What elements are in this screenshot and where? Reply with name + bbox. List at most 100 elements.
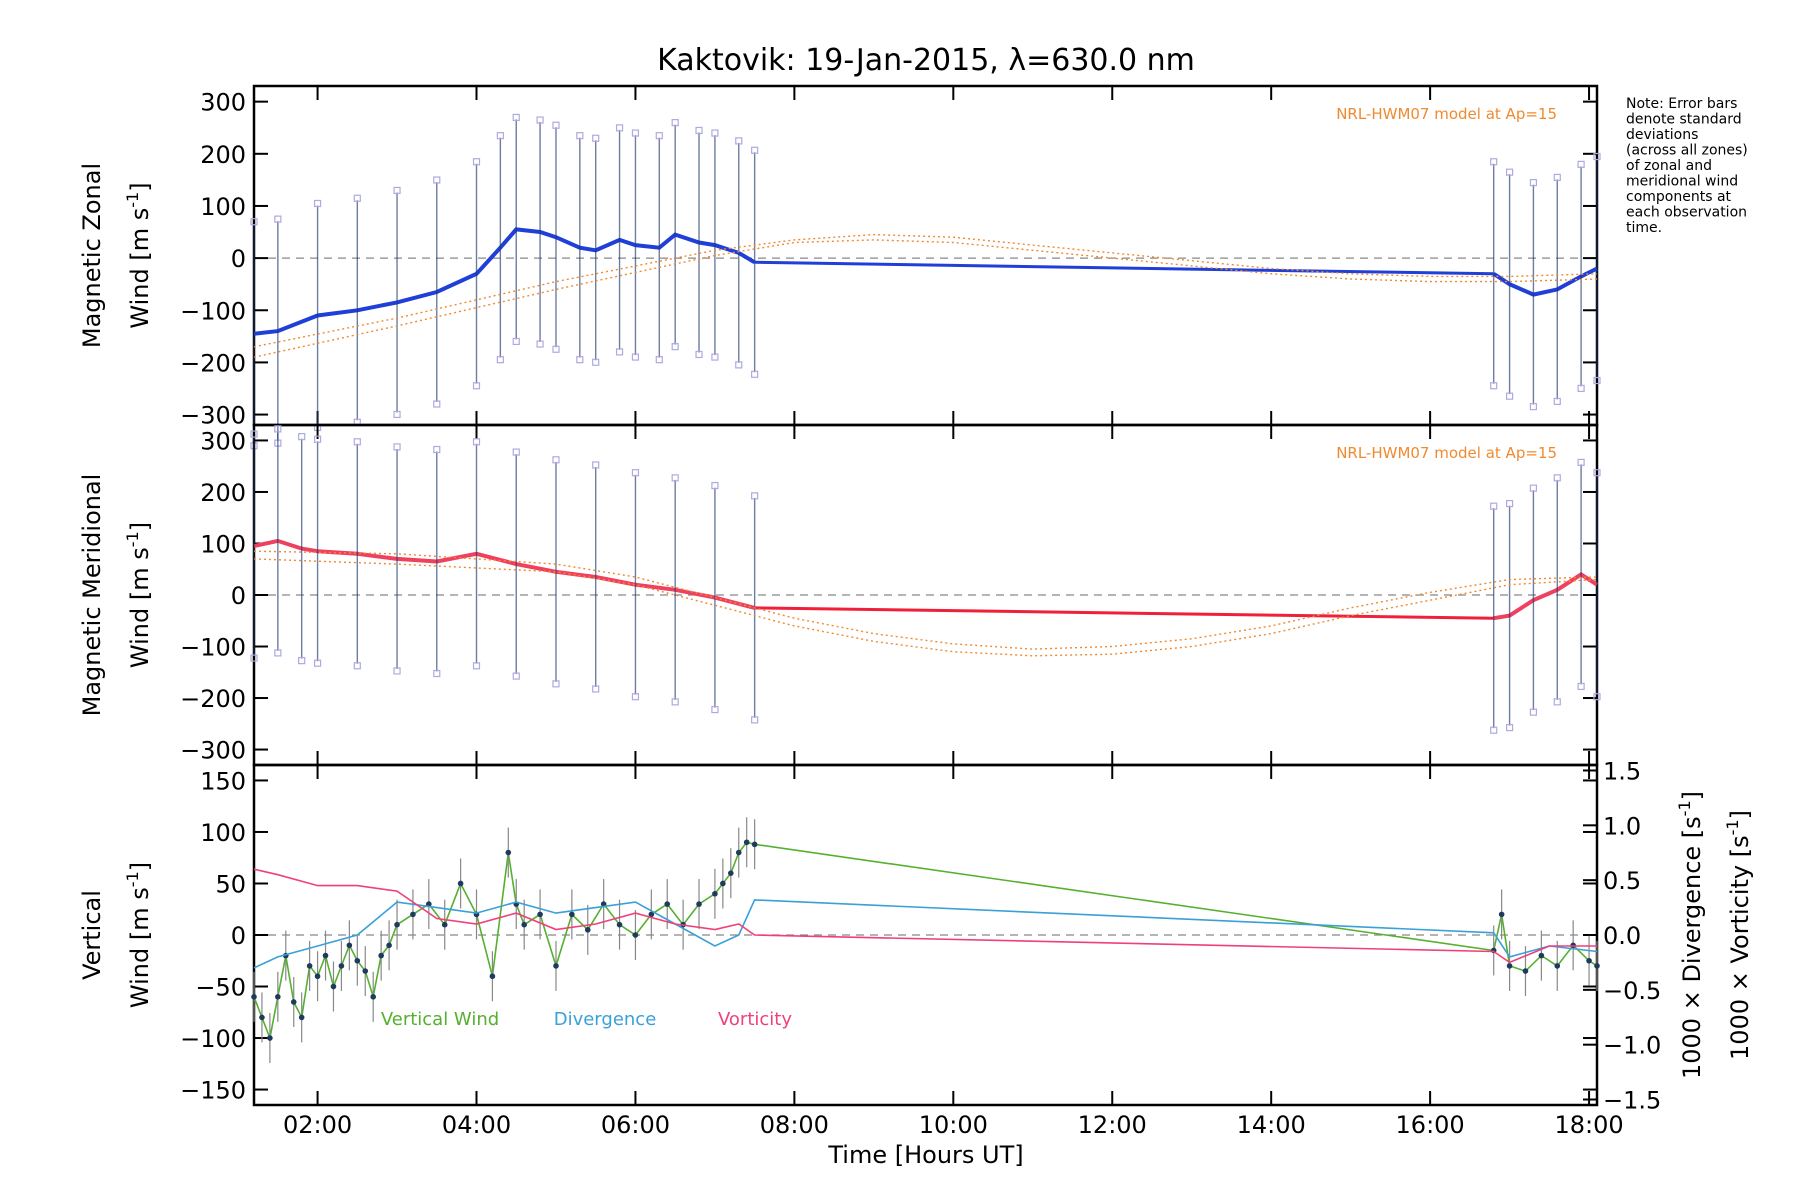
- data-point: [338, 963, 345, 969]
- y-axis-label-line1: Magnetic Zonal: [78, 163, 106, 348]
- data-point: [346, 942, 353, 949]
- obs-marker: [274, 649, 282, 657]
- data-point: [1498, 911, 1505, 918]
- obs-marker: [274, 215, 282, 223]
- data-point: [521, 921, 527, 928]
- data-point: [426, 901, 432, 907]
- data-point: [1586, 957, 1592, 964]
- obs-marker: [576, 132, 584, 140]
- data-point: [616, 921, 623, 928]
- y-axis-label-unit: Wind [m s: [126, 887, 154, 1008]
- obs-marker: [472, 662, 481, 670]
- series-line-model-3: [253, 558, 1598, 657]
- obs-marker: [711, 481, 719, 490]
- obs-marker: [631, 129, 640, 137]
- data-point: [664, 901, 671, 907]
- x-tick-label: 18:00: [1554, 1111, 1623, 1139]
- obs-marker: [1490, 158, 1498, 166]
- obs-marker: [1553, 474, 1561, 482]
- obs-marker: [433, 445, 441, 454]
- y2-tick-label: 1.0: [1603, 812, 1641, 840]
- y2-tick-label: 0.5: [1603, 867, 1641, 895]
- y-tick-label: −300: [180, 402, 246, 430]
- y-axis-label-line2: Wind [m s-1]: [123, 522, 154, 668]
- obs-marker: [298, 657, 306, 665]
- obs-marker: [353, 438, 361, 446]
- data-point: [1538, 952, 1545, 959]
- obs-marker: [313, 435, 322, 443]
- obs-marker: [552, 456, 560, 464]
- data-point: [735, 849, 742, 856]
- data-point: [1522, 968, 1529, 974]
- y-axis-label: Magnetic Zonal Wind [m s-1]: [78, 163, 154, 348]
- x-tick-label: 06:00: [601, 1111, 670, 1139]
- data-point: [696, 901, 702, 907]
- obs-marker: [1577, 160, 1585, 168]
- note-line: denote standard: [1626, 112, 1742, 128]
- data-point: [553, 963, 559, 969]
- y2-tick-label: 0.0: [1603, 922, 1641, 950]
- series-line-model-3: [253, 239, 1598, 358]
- data-point: [712, 890, 718, 897]
- obs-marker: [552, 345, 560, 353]
- y-tick-label: 0: [231, 922, 246, 950]
- obs-marker: [472, 158, 481, 166]
- obs-marker: [1593, 693, 1601, 701]
- data-point: [1506, 963, 1513, 969]
- y2-tick-label: −1.0: [1603, 1032, 1661, 1060]
- note-line: meridional wind: [1626, 174, 1738, 190]
- data-point: [330, 983, 337, 990]
- panel-2: 300 200 100 0 −100 −200 −300 Magnetic Meridiona…: [78, 423, 1601, 767]
- y-tick-label: −150: [180, 1077, 246, 1105]
- legend-item: Vertical Wind: [381, 1009, 499, 1030]
- model-label: NRL-HWM07 model at Ap=15: [1336, 105, 1557, 123]
- obs-marker: [1577, 458, 1585, 466]
- obs-marker: [393, 667, 401, 675]
- y-axis-label-unit: Wind [m s: [126, 547, 154, 668]
- obs-marker: [615, 348, 624, 356]
- obs-marker: [1529, 708, 1538, 716]
- data-point: [537, 911, 543, 918]
- obs-marker: [592, 461, 600, 469]
- obs-marker: [711, 129, 719, 137]
- obs-marker: [1593, 469, 1601, 477]
- data-point: [441, 921, 448, 928]
- y-axis-label-close: ]: [126, 522, 154, 531]
- obs-marker: [695, 126, 703, 135]
- obs-marker: [1577, 682, 1585, 690]
- obs-marker: [393, 186, 401, 195]
- data-point: [259, 1014, 265, 1021]
- data-point: [298, 1014, 305, 1021]
- series-line-observed-2: [1492, 266, 1598, 297]
- y-axis-label-line1: Vertical: [78, 890, 106, 980]
- obs-marker: [1490, 502, 1498, 510]
- series-line-observed-0: [253, 538, 756, 610]
- data-point: [275, 994, 281, 1000]
- data-point: [751, 841, 758, 848]
- x-tick-label: 02:00: [283, 1111, 352, 1139]
- obs-marker: [1593, 152, 1601, 161]
- data-point: [290, 999, 297, 1005]
- note-line: time.: [1626, 220, 1662, 236]
- obs-marker: [393, 443, 401, 451]
- y-tick-label: 150: [200, 767, 246, 795]
- data-point: [322, 952, 329, 959]
- y-tick-label: 200: [200, 141, 246, 169]
- obs-marker: [472, 438, 481, 446]
- data-point: [728, 870, 734, 876]
- y-tick-label: 50: [215, 870, 246, 898]
- obs-marker: [751, 492, 759, 500]
- obs-marker: [1529, 403, 1538, 411]
- obs-marker: [631, 693, 640, 701]
- note-line: each observation: [1626, 205, 1747, 221]
- note-line: deviations: [1626, 127, 1698, 143]
- data-point: [410, 911, 416, 918]
- obs-marker: [615, 124, 624, 132]
- y-tick-label: 0: [231, 582, 246, 610]
- legend-item: Divergence: [554, 1009, 657, 1030]
- obs-marker: [711, 353, 719, 361]
- y2-label-div-close: ]: [1678, 791, 1706, 800]
- y-axis-label-line2: Wind [m s-1]: [123, 862, 154, 1008]
- obs-marker: [671, 474, 679, 482]
